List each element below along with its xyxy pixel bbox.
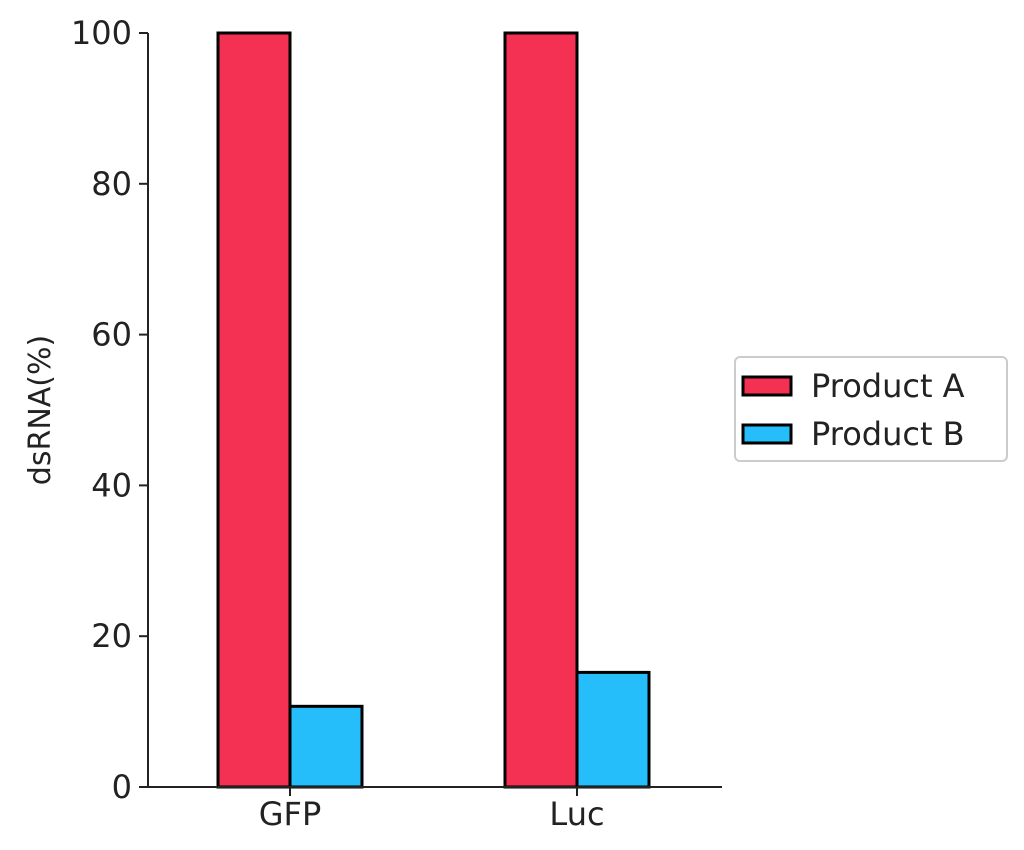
bar-product-a-gfp <box>216 31 292 789</box>
x-tick-label: Luc <box>549 795 604 833</box>
legend: Product A Product B <box>734 356 1008 462</box>
x-tick-label: GFP <box>259 795 322 833</box>
legend-label: Product A <box>811 367 965 405</box>
bar-product-b-gfp <box>288 704 364 789</box>
plot-area <box>216 31 651 789</box>
legend-swatch <box>741 423 793 445</box>
y-tick-label: 20 <box>91 617 132 655</box>
y-tick-label: 80 <box>91 165 132 203</box>
legend-swatch <box>741 375 793 397</box>
y-tick-label: 60 <box>91 316 132 354</box>
legend-label: Product B <box>811 415 965 453</box>
bar-product-b-luc <box>575 670 651 789</box>
bar-product-a-luc <box>503 31 579 789</box>
y-axis-label: dsRNA(%) <box>23 335 58 485</box>
legend-box <box>734 356 1008 462</box>
y-tick-label: 40 <box>91 466 132 504</box>
y-tick-label: 0 <box>112 768 132 806</box>
axes: dsRNA(%) 0 20 40 60 80 100 GFP Luc <box>23 14 722 833</box>
y-tick-label: 100 <box>71 14 132 52</box>
